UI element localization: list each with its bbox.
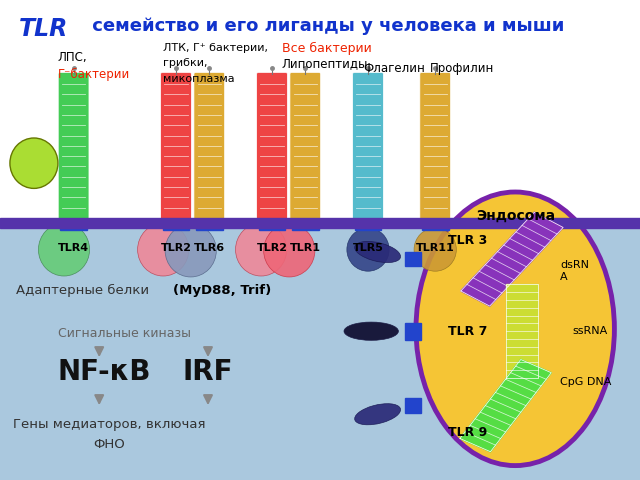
Polygon shape	[506, 284, 538, 378]
Text: TLR2: TLR2	[161, 243, 191, 253]
Text: dsRN
A: dsRN A	[560, 260, 589, 282]
FancyBboxPatch shape	[257, 72, 287, 219]
Polygon shape	[460, 360, 551, 452]
Text: Эндосома: Эндосома	[476, 209, 555, 223]
FancyBboxPatch shape	[353, 72, 383, 219]
Bar	[0, 218, 640, 228]
Bar	[196, 222, 223, 230]
Text: TLR 3: TLR 3	[448, 233, 487, 247]
Text: TLR2: TLR2	[257, 243, 287, 253]
Text: Г⁻бактерии: Г⁻бактерии	[58, 68, 130, 81]
FancyBboxPatch shape	[194, 72, 225, 219]
Polygon shape	[461, 212, 563, 306]
Bar	[405, 398, 421, 413]
Ellipse shape	[416, 192, 614, 466]
Text: микоплазма: микоплазма	[163, 74, 235, 84]
Text: Адаптерные белки: Адаптерные белки	[16, 284, 154, 297]
Text: TLR11: TLR11	[416, 243, 454, 253]
Text: Липопептиды: Липопептиды	[282, 57, 368, 70]
Text: TLR 7: TLR 7	[448, 324, 488, 338]
Text: Гены медиаторов, включая: Гены медиаторов, включая	[13, 418, 205, 432]
Bar	[259, 222, 285, 230]
Ellipse shape	[10, 138, 58, 188]
Text: грибки,: грибки,	[163, 59, 208, 68]
Text: TLR: TLR	[19, 17, 68, 41]
Text: NF-κB: NF-κB	[58, 358, 151, 386]
Ellipse shape	[264, 224, 315, 277]
Text: CpG DNA: CpG DNA	[560, 377, 611, 386]
FancyBboxPatch shape	[58, 72, 89, 219]
FancyBboxPatch shape	[290, 72, 321, 219]
Bar	[422, 222, 449, 230]
Bar	[405, 252, 421, 266]
Ellipse shape	[355, 241, 401, 263]
Text: ЛПС,: ЛПС,	[58, 51, 87, 64]
Text: ФНО: ФНО	[93, 437, 125, 451]
Bar	[405, 323, 421, 340]
Text: TLR5: TLR5	[353, 243, 383, 253]
Text: TLR4: TLR4	[58, 243, 89, 253]
Bar	[163, 222, 189, 230]
Text: Сигнальные киназы: Сигнальные киназы	[58, 327, 191, 340]
Bar	[0, 0, 640, 223]
Bar	[60, 222, 87, 230]
Ellipse shape	[38, 223, 90, 276]
Text: TLR1: TLR1	[290, 243, 321, 253]
Ellipse shape	[165, 224, 216, 277]
Ellipse shape	[344, 322, 398, 340]
Text: ssRNA: ssRNA	[573, 326, 608, 336]
Bar	[292, 222, 319, 230]
Ellipse shape	[236, 223, 287, 276]
Text: Профилин: Профилин	[430, 61, 494, 75]
Text: TLR 9: TLR 9	[448, 425, 487, 439]
Text: IRF: IRF	[182, 358, 233, 386]
Ellipse shape	[347, 228, 389, 271]
Ellipse shape	[138, 223, 189, 276]
FancyBboxPatch shape	[420, 72, 451, 219]
FancyBboxPatch shape	[161, 72, 191, 219]
Bar	[355, 222, 381, 230]
Ellipse shape	[355, 404, 401, 425]
Text: Все бактерии: Все бактерии	[282, 41, 371, 55]
Text: Флагелин: Флагелин	[364, 61, 425, 75]
Text: (MyD88, Trif): (MyD88, Trif)	[173, 284, 271, 297]
Bar	[0, 223, 640, 480]
Text: семейство и его лиганды у человека и мыши: семейство и его лиганды у человека и мыш…	[86, 17, 564, 35]
Ellipse shape	[414, 228, 456, 271]
Text: ЛТК, Г⁺ бактерии,: ЛТК, Г⁺ бактерии,	[163, 43, 268, 53]
Text: TLR6: TLR6	[194, 243, 225, 253]
